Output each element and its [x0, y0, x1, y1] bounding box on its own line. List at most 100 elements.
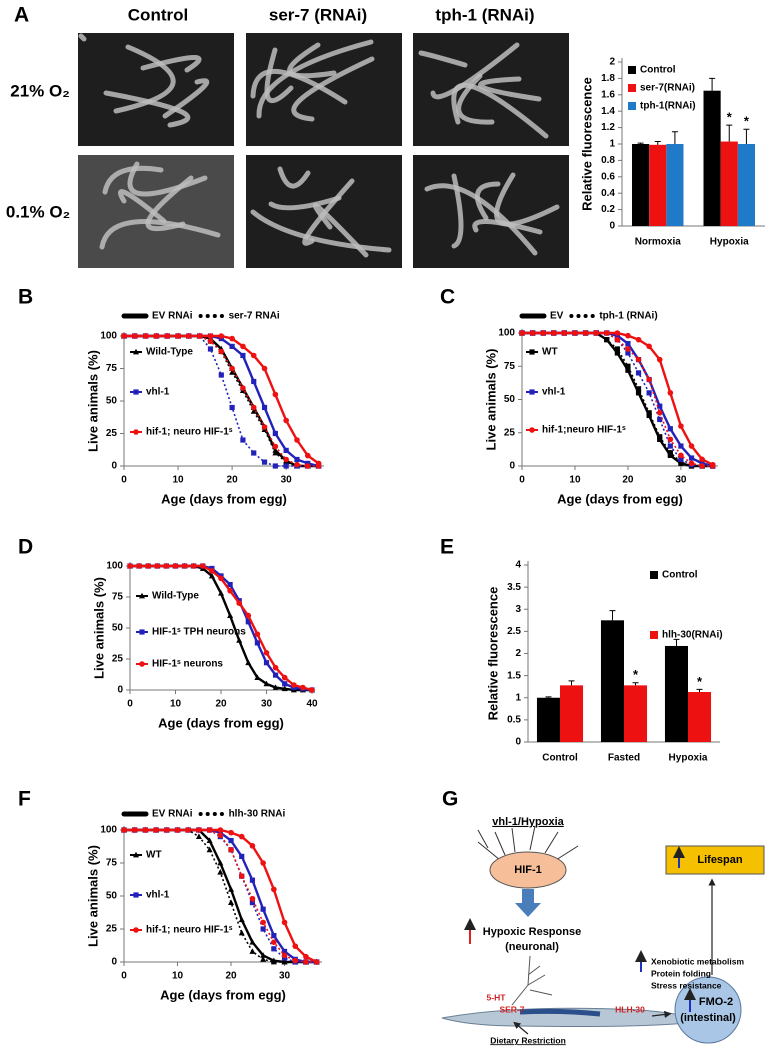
- marker: [625, 363, 631, 369]
- marker: [238, 916, 245, 923]
- marker: [236, 600, 242, 606]
- x-tick-label: 10: [172, 971, 184, 982]
- marker: [196, 333, 203, 339]
- marker: [283, 417, 289, 424]
- y-tick-label: 0: [509, 461, 515, 472]
- x-tick-label: 20: [215, 699, 227, 710]
- legend-label: vhl-1: [146, 890, 170, 901]
- marker: [260, 860, 266, 866]
- marker: [646, 410, 652, 416]
- marker: [238, 929, 245, 936]
- marker: [260, 926, 266, 932]
- marker: [699, 463, 705, 469]
- marker: [260, 956, 267, 962]
- marker: [260, 952, 267, 958]
- marker: [271, 946, 277, 952]
- legend-label: Wild-Type: [146, 347, 193, 358]
- x-tick-label: Hypoxia: [669, 753, 708, 764]
- y-tick-label: 100: [100, 331, 117, 342]
- marker: [261, 404, 268, 411]
- arrow: [651, 1010, 672, 1019]
- marker: [635, 386, 642, 392]
- marker: [127, 563, 133, 569]
- y-tick-label: 2: [609, 57, 615, 68]
- worm: [291, 56, 375, 122]
- style-label: ser-7 RNAi: [229, 311, 280, 322]
- marker: [251, 450, 257, 456]
- legend-label: WT: [146, 850, 162, 861]
- marker: [625, 367, 631, 373]
- receptor: SER-7: [499, 1004, 524, 1014]
- marker: [228, 847, 234, 853]
- marker: [249, 843, 256, 849]
- marker: [657, 434, 663, 440]
- input: Dietary Restriction: [490, 1035, 566, 1045]
- panel-label: B: [18, 286, 33, 309]
- marker: [635, 336, 642, 343]
- marker: [164, 333, 171, 339]
- marker: [657, 403, 663, 409]
- response: Hypoxic Response: [483, 926, 581, 938]
- marker: [249, 948, 256, 954]
- x-axis-title: Age (days from egg): [557, 491, 683, 506]
- worm: [456, 73, 495, 125]
- marker: [249, 900, 256, 906]
- error-bar: [671, 131, 678, 144]
- y-axis-title: Live animals (%): [483, 349, 498, 451]
- marker: [272, 430, 278, 437]
- error-bar: [696, 688, 703, 692]
- x-tick-label: 10: [172, 475, 184, 486]
- marker: [217, 832, 224, 839]
- marker: [667, 452, 673, 458]
- marker: [646, 412, 652, 419]
- worm: [145, 175, 194, 232]
- marker: [261, 365, 268, 372]
- marker: [263, 660, 270, 666]
- error-bar: [673, 638, 680, 646]
- marker: [272, 449, 279, 456]
- y-tick-label: 50: [112, 623, 124, 634]
- marker: [228, 837, 234, 844]
- response: (neuronal): [505, 941, 559, 953]
- panel-label: D: [18, 536, 33, 559]
- panel-label: G: [442, 788, 458, 811]
- error-bar: [637, 142, 644, 144]
- marker: [688, 443, 695, 449]
- marker: [519, 330, 525, 336]
- y-tick-label: 75: [504, 361, 516, 372]
- legend-swatch: [650, 631, 658, 639]
- style-label: EV RNAi: [152, 809, 193, 820]
- marker: [614, 336, 621, 343]
- marker: [218, 348, 225, 355]
- marker: [240, 385, 246, 391]
- legend-swatch: [650, 571, 658, 579]
- marker: [635, 370, 642, 376]
- worm: [277, 166, 311, 189]
- signal: 5-HT: [487, 992, 507, 1002]
- worm: [264, 47, 294, 104]
- x-tick-label: Hypoxia: [710, 237, 749, 248]
- marker: [540, 330, 546, 336]
- worm: [268, 195, 342, 211]
- y-tick-label: 100: [498, 328, 515, 339]
- marker: [133, 892, 139, 898]
- marker: [238, 873, 245, 879]
- marker: [228, 829, 234, 836]
- marker: [614, 330, 621, 336]
- marker: [190, 563, 197, 569]
- significance: *: [744, 114, 750, 129]
- error-bar: [609, 610, 616, 621]
- neuron-label: HIF-1: [514, 864, 542, 876]
- y-tick-label: 50: [504, 394, 516, 405]
- marker: [136, 563, 142, 569]
- bar: [649, 144, 667, 226]
- x-tick-label: 0: [519, 475, 525, 486]
- marker: [227, 582, 233, 588]
- marker: [175, 333, 181, 339]
- x-tick-label: 30: [261, 699, 273, 710]
- marker: [270, 958, 277, 965]
- y-tick-label: 100: [106, 561, 123, 572]
- x-tick-label: 10: [170, 699, 182, 710]
- y-tick-label: 75: [112, 592, 124, 603]
- marker: [139, 661, 145, 667]
